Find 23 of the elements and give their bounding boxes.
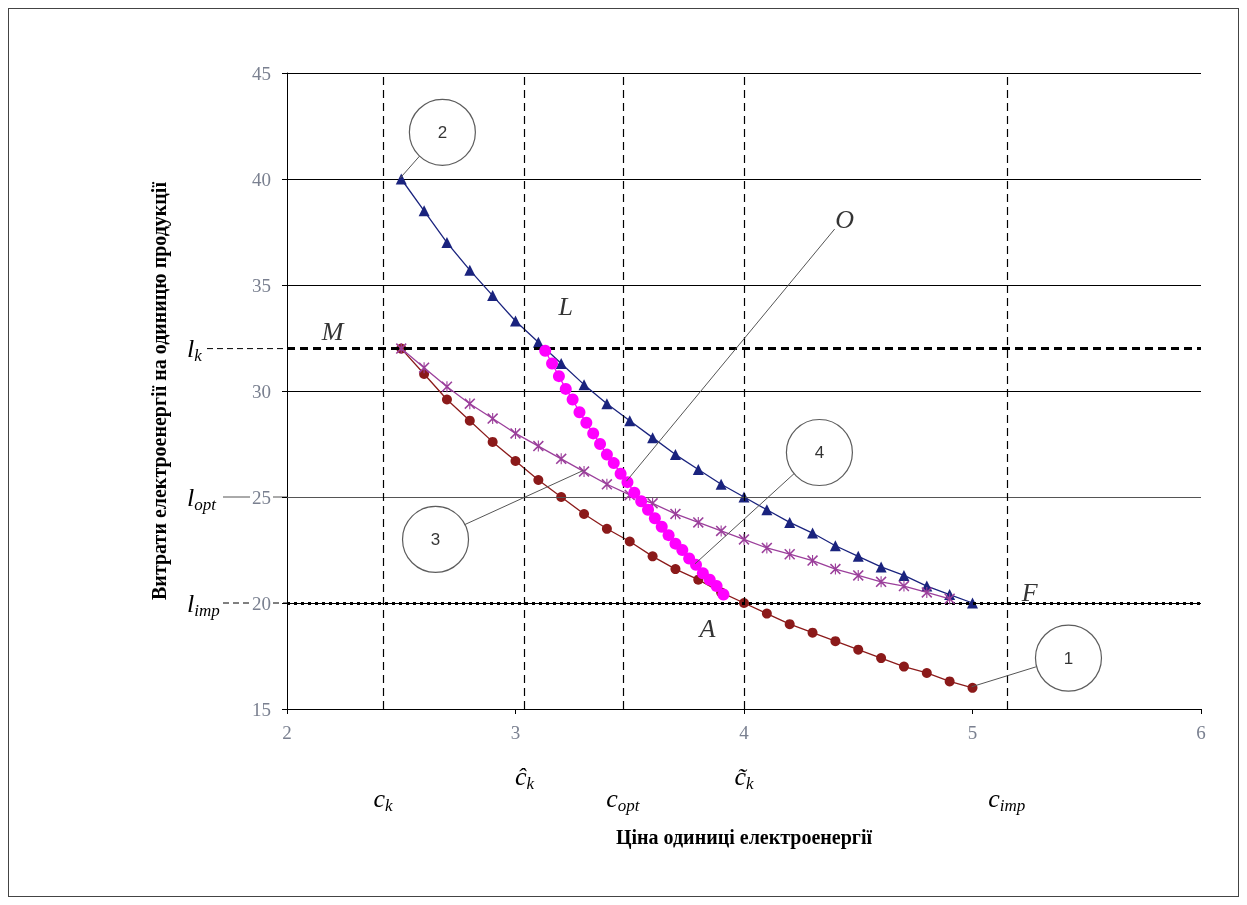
x-tick-label: 5: [967, 722, 978, 743]
annotation: 2: [437, 122, 448, 142]
x-tick-label: 6: [1196, 722, 1206, 743]
annotation: O: [835, 204, 855, 234]
y-tick-label: 45: [252, 62, 271, 84]
annotation: 4: [814, 442, 825, 462]
y-tick-label: 35: [252, 274, 271, 296]
x-tick-label: 3: [510, 722, 521, 743]
annotation: F: [1020, 577, 1039, 607]
x-tick-label: 4: [739, 722, 750, 743]
x-tick-label: 2: [282, 722, 292, 743]
annotation: 1: [1063, 648, 1074, 668]
annotation: A: [697, 613, 716, 643]
annotation: L: [557, 291, 573, 321]
x-axis-title: Ціна одиниці електроенергії: [615, 826, 873, 849]
annotation: 3: [430, 529, 441, 549]
y-axis-title: Витрати електроенергії на одиницю продукції: [148, 181, 171, 600]
y-tick-label: 20: [252, 592, 271, 614]
y-tick-label: 30: [252, 380, 271, 402]
y-tick-label: 40: [252, 168, 271, 190]
y-tick-label: 25: [252, 486, 271, 508]
annotation: M: [320, 317, 345, 347]
y-tick-label: 15: [252, 698, 271, 720]
